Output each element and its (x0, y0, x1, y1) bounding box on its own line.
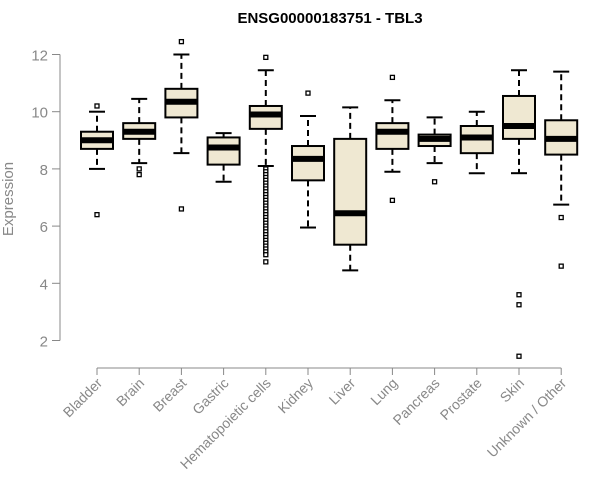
outlier-point (94, 212, 100, 218)
outlier-point (136, 166, 142, 172)
box-iqr (375, 122, 410, 150)
x-tick-label: Pancreas (390, 375, 443, 428)
outlier-point (94, 103, 100, 109)
x-tick-label: Lung (367, 375, 400, 408)
box-iqr (333, 137, 368, 246)
y-tick-label: 12 (31, 48, 48, 65)
x-tick-label: Kidney (275, 375, 317, 417)
outlier-point (431, 179, 438, 185)
x-tick-label: Bladder (60, 375, 106, 421)
outlier-point (305, 90, 311, 96)
outlier-point (516, 302, 522, 308)
x-tick-label: Liver (326, 375, 359, 408)
outlier-point (136, 171, 142, 178)
y-tick-label: 6 (40, 219, 48, 236)
x-tick-label: Skin (497, 375, 528, 406)
x-tick-label: Brain (113, 375, 147, 409)
y-tick-label: 4 (40, 276, 48, 293)
y-tick-label: 10 (31, 105, 48, 122)
box-iqr (291, 145, 325, 182)
outlier-point (263, 54, 269, 61)
x-tick-label: Unknown / Other (484, 375, 570, 461)
outlier-point (263, 252, 269, 258)
outlier-point (389, 74, 396, 81)
y-tick-label: 2 (40, 334, 48, 351)
outlier-point (558, 263, 564, 269)
x-tick-label: Prostate (437, 375, 485, 423)
outlier-point (516, 353, 522, 359)
x-tick-label: Breast (150, 375, 190, 415)
box-iqr (502, 94, 536, 140)
chart-title: ENSG00000183751 - TBL3 (237, 10, 422, 27)
y-axis-label: Expression (0, 162, 17, 236)
outlier-point (178, 38, 185, 45)
outlier-point (263, 259, 269, 265)
y-tick-label: 8 (40, 162, 48, 179)
outlier-point (178, 206, 185, 212)
outlier-point (516, 292, 522, 298)
outlier-point (389, 197, 396, 204)
box-iqr (206, 136, 241, 166)
outlier-point (558, 214, 564, 221)
